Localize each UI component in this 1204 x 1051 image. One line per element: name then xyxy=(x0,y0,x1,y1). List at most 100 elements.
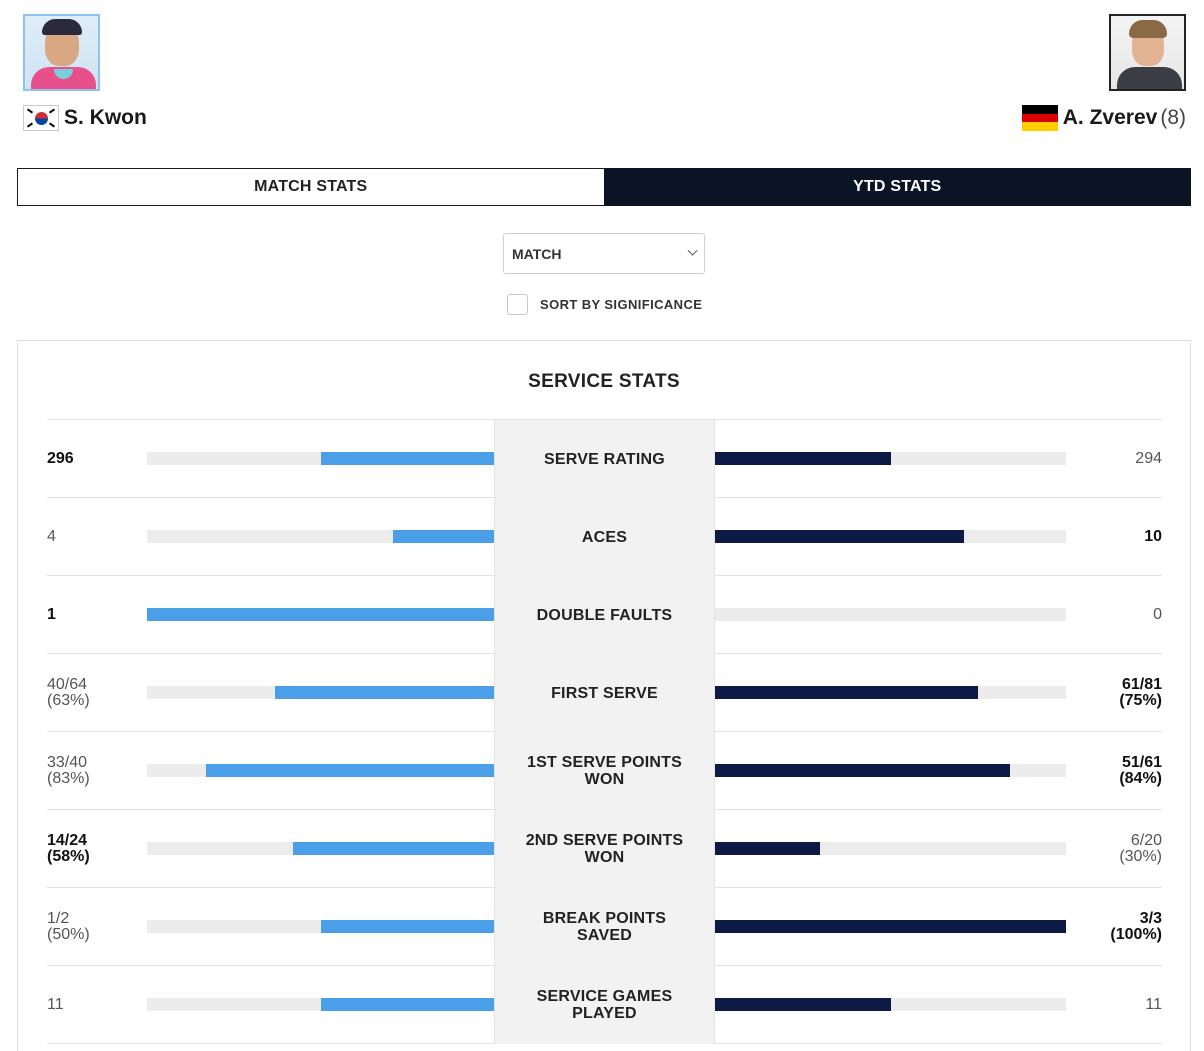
player-right-name[interactable]: A. Zverev xyxy=(1062,106,1158,129)
stat-right-main: 294 xyxy=(1135,450,1162,467)
stat-left-value: 1 xyxy=(47,576,56,654)
sort-checkbox[interactable] xyxy=(507,294,528,315)
stat-right-main: 11 xyxy=(1145,996,1162,1013)
stat-left-bar-track xyxy=(147,920,494,933)
stat-row: 296 SERVE RATING 294 xyxy=(47,420,1162,498)
stat-row: 1/2 (50%) BREAK POINTS SAVED 3/3 (100%) xyxy=(47,888,1162,966)
section-title: SERVICE STATS xyxy=(528,371,680,392)
stat-left-bar xyxy=(320,998,494,1011)
stat-left-sub: (63%) xyxy=(47,692,90,709)
player-right-seed: (8) xyxy=(1160,106,1186,129)
stat-row: 40/64 (63%) FIRST SERVE 61/81 (75%) xyxy=(47,654,1162,732)
stat-left-bar xyxy=(147,608,494,621)
stat-right-bar-track xyxy=(715,686,1066,699)
player-right: A. Zverev (8) xyxy=(1021,14,1186,132)
stat-left-main: 40/64 xyxy=(47,676,88,693)
stat-right-bar xyxy=(715,998,891,1011)
stat-left-main: 1 xyxy=(47,606,56,623)
stat-left-bar xyxy=(393,530,494,543)
stat-right-bar xyxy=(715,842,821,855)
tab-ytd-stats[interactable]: YTD STATS xyxy=(603,168,1191,206)
player-right-photo[interactable] xyxy=(1109,14,1186,91)
stat-right-main: 0 xyxy=(1153,606,1162,623)
stat-left-main: 1/2 xyxy=(47,910,70,927)
stat-right-main: 6/20 xyxy=(1130,832,1162,849)
stat-right-value: 10 xyxy=(1144,498,1162,576)
stat-left-bar-track xyxy=(147,842,494,855)
stat-left-value: 40/64 (63%) xyxy=(47,654,90,732)
stat-left-bar xyxy=(206,764,494,777)
stat-row: 14/24 (58%) 2ND SERVE POINTS WON 6/20 (30%) xyxy=(47,810,1162,888)
stat-left-bar-track xyxy=(147,530,494,543)
stat-row: 1 DOUBLE FAULTS 0 xyxy=(47,576,1162,654)
stat-right-main: 51/61 xyxy=(1121,754,1162,771)
stat-right-bar-track xyxy=(715,998,1066,1011)
stat-left-value: 11 xyxy=(47,966,64,1044)
stat-left-value: 4 xyxy=(47,498,56,576)
stat-right-value: 61/81 (75%) xyxy=(1119,654,1162,732)
stat-left-main: 4 xyxy=(47,528,56,545)
stat-right-sub: (84%) xyxy=(1119,770,1162,787)
stat-left-bar xyxy=(292,842,494,855)
stat-right-bar-track xyxy=(715,530,1066,543)
stat-label: SERVICE GAMES PLAYED xyxy=(494,966,715,1044)
stat-label: 1ST SERVE POINTS WON xyxy=(494,732,715,810)
sort-label[interactable]: SORT BY SIGNIFICANCE xyxy=(540,297,703,312)
player-right-name-row[interactable]: A. Zverev (8) xyxy=(1021,105,1186,132)
stat-left-bar xyxy=(320,452,494,465)
stat-right-value: 51/61 (84%) xyxy=(1119,732,1162,810)
stat-left-main: 11 xyxy=(47,996,64,1013)
service-stats-panel: SERVICE STATS 296 SERVE RATING 294 4 ACES 10 1… xyxy=(17,340,1191,1051)
stat-left-value: 1/2 (50%) xyxy=(47,888,90,966)
stat-right-sub: (30%) xyxy=(1119,848,1162,865)
stat-right-value: 0 xyxy=(1153,576,1162,654)
stat-right-bar-track xyxy=(715,452,1066,465)
stat-left-value: 14/24 (58%) xyxy=(47,810,90,888)
stat-label: DOUBLE FAULTS xyxy=(494,576,715,654)
stat-right-main: 10 xyxy=(1144,528,1162,545)
stat-left-bar xyxy=(275,686,494,699)
match-select-value: MATCH xyxy=(512,245,562,262)
stat-right-bar-track xyxy=(715,842,1066,855)
stat-right-bar xyxy=(715,686,979,699)
sort-by-significance: SORT BY SIGNIFICANCE xyxy=(507,294,702,315)
stat-label: 2ND SERVE POINTS WON xyxy=(494,810,715,888)
stat-left-sub: (50%) xyxy=(47,926,90,943)
stat-left-bar-track xyxy=(147,452,494,465)
stat-left-bar-track xyxy=(147,764,494,777)
stat-left-bar-track xyxy=(147,608,494,621)
stat-right-value: 11 xyxy=(1145,966,1162,1044)
stats-tabs: MATCH STATS YTD STATS xyxy=(17,168,1191,206)
stat-left-sub: (83%) xyxy=(47,770,90,787)
stat-right-bar-track xyxy=(715,764,1066,777)
stat-left-bar xyxy=(320,920,494,933)
player-left-name-row[interactable]: S. Kwon xyxy=(23,105,147,131)
stat-right-bar-track xyxy=(715,608,1066,621)
stat-right-bar xyxy=(715,452,891,465)
stat-left-sub: (58%) xyxy=(47,848,90,865)
stats-rows: 296 SERVE RATING 294 4 ACES 10 1 DOUBLE FAULTS 0… xyxy=(47,419,1162,1044)
tab-match-stats[interactable]: MATCH STATS xyxy=(17,168,604,206)
stat-right-main: 3/3 xyxy=(1139,910,1162,927)
stat-row: 4 ACES 10 xyxy=(47,498,1162,576)
stat-left-bar-track xyxy=(147,998,494,1011)
stat-right-value: 3/3 (100%) xyxy=(1110,888,1162,966)
stat-right-sub: (100%) xyxy=(1110,926,1162,943)
germany-flag-icon xyxy=(1021,105,1058,132)
stat-label: BREAK POINTS SAVED xyxy=(494,888,715,966)
stat-right-bar xyxy=(715,920,1066,933)
stat-right-bar xyxy=(715,764,1010,777)
south-korea-flag-icon xyxy=(23,105,59,131)
chevron-down-icon xyxy=(687,245,698,256)
stat-label: FIRST SERVE xyxy=(494,654,715,732)
stat-row: 11 SERVICE GAMES PLAYED 11 xyxy=(47,966,1162,1044)
stat-label: SERVE RATING xyxy=(494,420,715,498)
stat-left-main: 296 xyxy=(47,450,74,467)
player-left-name[interactable]: S. Kwon xyxy=(64,106,147,129)
player-left-photo[interactable] xyxy=(23,14,100,91)
match-select[interactable]: MATCH xyxy=(503,233,705,274)
stat-right-bar-track xyxy=(715,920,1066,933)
stat-right-value: 294 xyxy=(1135,420,1162,498)
stat-right-main: 61/81 xyxy=(1121,676,1162,693)
stat-right-sub: (75%) xyxy=(1119,692,1162,709)
